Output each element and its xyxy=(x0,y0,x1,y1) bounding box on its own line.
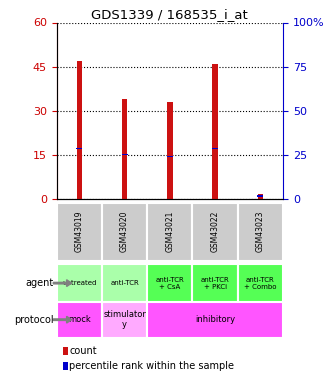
Text: stimulator
y: stimulator y xyxy=(103,310,146,329)
Text: agent: agent xyxy=(25,278,53,288)
Text: GSM43020: GSM43020 xyxy=(120,211,129,252)
Bar xyxy=(257,195,263,197)
Text: anti-TCR
+ Combo: anti-TCR + Combo xyxy=(244,277,277,290)
Bar xyxy=(167,156,173,157)
Bar xyxy=(212,64,218,199)
Bar xyxy=(238,264,283,302)
Bar xyxy=(258,194,263,199)
Bar xyxy=(147,264,192,302)
Bar xyxy=(57,264,102,302)
Bar xyxy=(57,202,102,261)
Text: GSM43021: GSM43021 xyxy=(165,211,174,252)
Bar xyxy=(102,202,147,261)
Bar xyxy=(167,102,172,199)
Text: count: count xyxy=(69,346,97,355)
Text: GSM43022: GSM43022 xyxy=(210,211,220,252)
Bar xyxy=(122,99,127,199)
Text: percentile rank within the sample: percentile rank within the sample xyxy=(69,361,234,370)
Text: GSM43019: GSM43019 xyxy=(75,211,84,252)
Bar xyxy=(192,202,238,261)
Bar xyxy=(238,202,283,261)
Text: protocol: protocol xyxy=(14,315,53,325)
Bar xyxy=(212,148,218,149)
Text: inhibitory: inhibitory xyxy=(195,315,235,324)
Bar xyxy=(77,61,82,199)
Text: anti-TCR
+ PKCi: anti-TCR + PKCi xyxy=(201,277,229,290)
Text: GSM43023: GSM43023 xyxy=(256,211,265,252)
Text: mock: mock xyxy=(68,315,91,324)
Bar xyxy=(57,302,102,338)
Bar xyxy=(147,202,192,261)
Bar xyxy=(147,302,283,338)
Bar xyxy=(102,302,147,338)
Bar xyxy=(76,148,82,149)
Title: GDS1339 / 168535_i_at: GDS1339 / 168535_i_at xyxy=(92,8,248,21)
Bar xyxy=(192,264,238,302)
Text: anti-TCR: anti-TCR xyxy=(110,280,139,286)
Bar xyxy=(102,264,147,302)
Text: anti-TCR
+ CsA: anti-TCR + CsA xyxy=(156,277,184,290)
Bar xyxy=(122,154,128,155)
Text: untreated: untreated xyxy=(62,280,97,286)
